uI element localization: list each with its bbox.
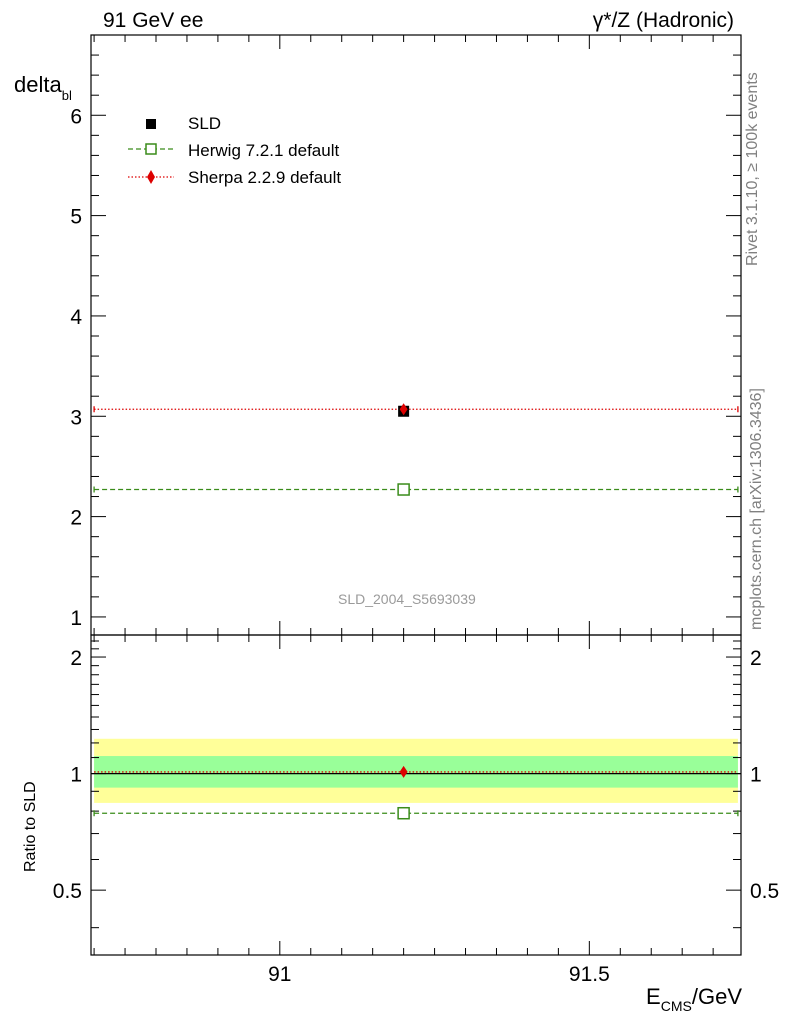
main-ylabel-text: delta [14,72,62,97]
legend-herwig-label: Herwig 7.2.1 default [188,141,340,160]
ratio-ytick-label-left-2: 2 [70,647,82,670]
ratio-frame [90,634,742,956]
main-herwig-point [397,483,410,496]
legend-sld-marker-icon [146,119,156,129]
main-ytick-label-6: 6 [70,105,82,128]
header-right-label: γ*/Z (Hadronic) [592,9,734,32]
ratio-herwig-point [397,806,410,820]
x-axis-title: ECMS/GeV [646,984,742,1014]
legend-markers [128,119,174,184]
ratio-sherpa-point [399,765,408,778]
ratio-ytick-label-right-2: 2 [750,647,762,670]
legend-sherpa-label: Sherpa 2.2.9 default [188,168,342,187]
header-left-label: 91 GeV ee [103,9,204,32]
legend-herwig-marker-icon [145,143,157,155]
main-ytick-label-2: 2 [70,507,82,530]
main-ytick-label-1: 1 [70,607,82,630]
ratio-ytick-label-left-0.5: 0.5 [53,880,82,903]
x-axis-title-subscript: CMS [660,998,692,1014]
ratio-ytick-label-right-0.5: 0.5 [750,880,779,903]
main-frame [90,34,742,636]
main-ytick-label-4: 4 [70,306,82,329]
x-tick-label-91: 91 [268,963,291,986]
main-ytick-label-5: 5 [70,206,82,229]
x-tick-label-91.5: 91.5 [569,963,610,986]
ratio-ytick-label-right-1: 1 [750,764,762,787]
ratio-ytick-label-left-1: 1 [70,764,82,787]
legend-sld-label: SLD [188,114,222,133]
x-axis-title-unit: /GeV [691,984,742,1009]
analysis-watermark: SLD_2004_S5693039 [338,591,476,607]
x-axis-title-text: E [646,984,661,1009]
main-ylabel-subscript: bl [61,88,72,103]
main-ylabel: deltabl [14,72,72,103]
main-sherpa-point [399,403,408,416]
legend-sherpa-marker-icon [147,170,155,184]
main-ytick-label-3: 3 [70,406,82,429]
